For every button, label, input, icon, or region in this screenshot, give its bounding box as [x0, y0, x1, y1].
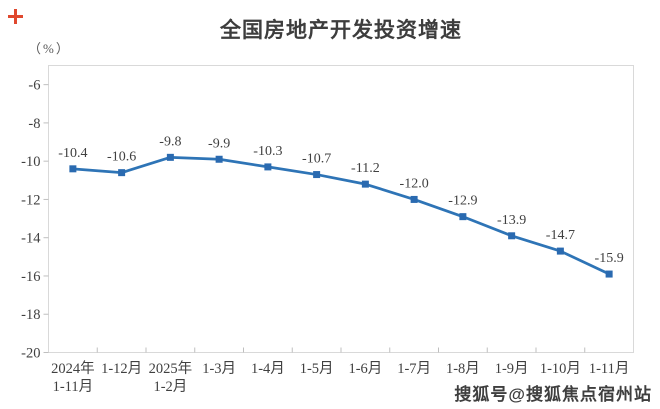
data-point-marker — [215, 155, 223, 163]
y-tick-label: -12 — [21, 192, 40, 208]
data-label: -15.9 — [595, 251, 624, 266]
x-axis-label: 1-11月 — [53, 379, 94, 395]
data-label: -10.6 — [107, 150, 136, 165]
data-point-marker — [264, 163, 272, 171]
plot-area — [48, 65, 634, 353]
data-label: -9.8 — [159, 134, 181, 149]
y-axis-unit-label: （%） — [28, 41, 71, 56]
data-point-marker — [166, 153, 174, 161]
series-line — [71, 155, 611, 276]
data-label: -9.9 — [208, 136, 230, 151]
data-point-marker — [556, 247, 564, 255]
data-label: -10.3 — [253, 144, 282, 159]
y-tick-label: -6 — [28, 78, 40, 94]
chart-title: 全国房地产开发投资增速 — [220, 19, 462, 42]
x-axis-label: 1-6月 — [348, 361, 382, 377]
data-label: -14.7 — [546, 228, 575, 243]
x-axis-label: 1-2月 — [153, 379, 187, 395]
data-label: -13.9 — [497, 213, 526, 228]
plus-icon — [8, 9, 23, 24]
x-axis-label: 1-10月 — [540, 361, 581, 377]
y-tick-label: -8 — [28, 116, 40, 132]
data-point-marker — [605, 270, 613, 278]
y-tick-label: -10 — [21, 154, 40, 170]
data-point-marker — [69, 165, 77, 173]
data-point-marker — [313, 171, 321, 179]
data-point-marker — [508, 232, 516, 240]
x-axis-label: 1-3月 — [202, 361, 236, 377]
data-label: -10.7 — [302, 152, 331, 167]
x-axis-label: 2024年 — [51, 360, 95, 377]
data-point-marker — [361, 180, 369, 188]
x-axis-label: 2025年 — [149, 360, 193, 377]
x-axis-label: 1-5月 — [300, 361, 334, 377]
data-label: -10.4 — [58, 146, 87, 161]
x-axis-label: 1-8月 — [446, 361, 480, 377]
x-axis-label: 1-11月 — [589, 361, 630, 377]
watermark: 搜狐号@搜狐焦点宿州站 — [454, 385, 652, 404]
data-label: -12.0 — [400, 176, 429, 191]
y-tick-label: -20 — [21, 346, 40, 362]
x-axis-label: 1-9月 — [495, 361, 529, 377]
data-point-marker — [410, 195, 418, 203]
data-point-marker — [118, 169, 126, 177]
data-label: -11.2 — [351, 161, 380, 176]
y-tick-label: -16 — [21, 269, 40, 285]
data-label: -12.9 — [448, 194, 477, 209]
x-axis-label: 1-12月 — [101, 361, 142, 377]
y-tick-label: -18 — [21, 307, 40, 323]
y-tick-label: -14 — [21, 231, 41, 247]
x-axis-label: 1-7月 — [397, 361, 431, 377]
data-point-marker — [459, 213, 467, 221]
x-axis-label: 1-4月 — [251, 361, 285, 377]
